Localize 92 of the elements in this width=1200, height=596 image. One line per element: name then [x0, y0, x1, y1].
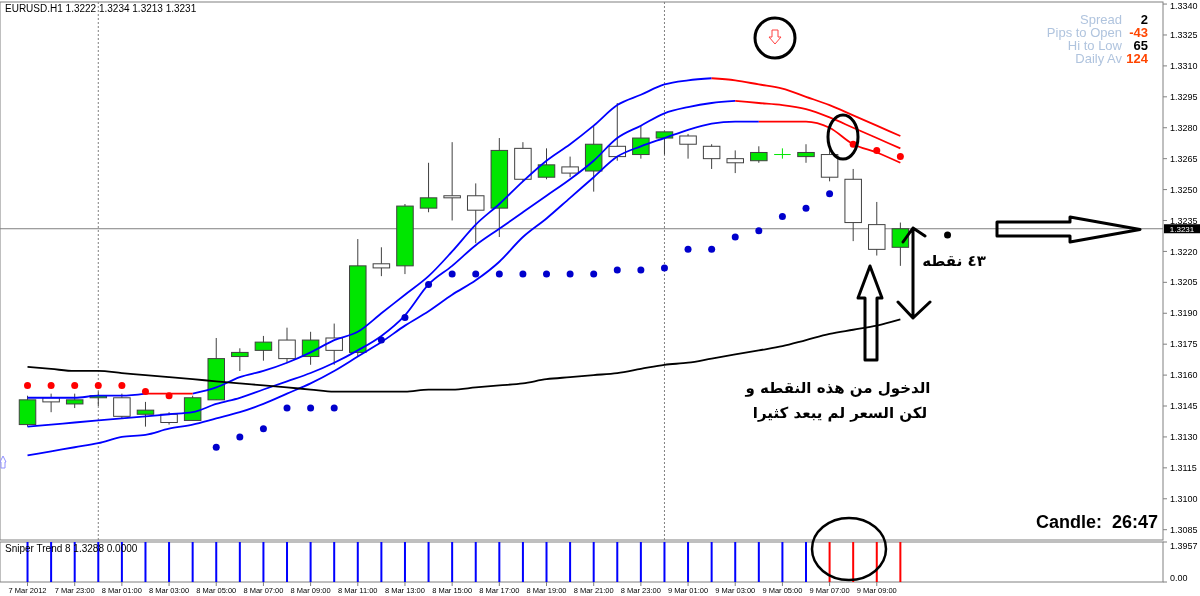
- candlestick: [726, 149, 744, 174]
- point: [684, 245, 692, 253]
- candlestick: [608, 102, 627, 162]
- y-tick-label: 1.3115: [1170, 463, 1197, 473]
- y-tick-label: 1.3325: [1170, 30, 1198, 41]
- y-tick-label: 1.3100: [1170, 493, 1198, 504]
- y-tick-label: 1.3205: [1170, 277, 1198, 288]
- y-tick-label: 1.3295: [1170, 91, 1198, 102]
- point: [141, 388, 149, 396]
- candlestick: [113, 393, 131, 419]
- candlestick: [278, 327, 296, 364]
- candlestick: [419, 162, 438, 213]
- y-tick-label: 1.3085: [1170, 524, 1198, 535]
- y-tick-label: 1.3220: [1170, 246, 1198, 257]
- point: [259, 425, 267, 433]
- point: [165, 392, 173, 400]
- point: [613, 266, 621, 274]
- point: [47, 381, 55, 389]
- candlestick: [773, 147, 792, 160]
- point: [590, 270, 598, 278]
- annotation: Daily Av: [1075, 51, 1123, 66]
- point: [660, 264, 668, 272]
- point: [731, 233, 739, 241]
- annotation: Spread: [1080, 12, 1122, 27]
- candlestick: [797, 143, 815, 164]
- y-tick-label: 0.00: [1170, 573, 1188, 584]
- candlestick: [632, 125, 650, 160]
- point: [708, 245, 716, 253]
- candlestick: [372, 246, 391, 277]
- candlestick: [466, 182, 485, 244]
- candlestick: [891, 222, 910, 267]
- ref-line-label: 1.3231: [1169, 224, 1195, 234]
- point: [94, 381, 102, 389]
- point: [495, 270, 503, 278]
- point: [896, 153, 904, 161]
- point: [118, 381, 126, 389]
- y-tick-label: 1.3235: [1170, 215, 1198, 226]
- point: [448, 270, 456, 278]
- point: [377, 336, 385, 344]
- point: [944, 231, 952, 239]
- annotation: لكن السعر لم يبعد كثيرا: [752, 404, 928, 422]
- point: [566, 270, 574, 278]
- point: [755, 227, 763, 235]
- candlestick: [702, 143, 721, 170]
- point: [543, 270, 551, 278]
- y-tick-label: 1.3160: [1170, 370, 1198, 381]
- candlestick: [561, 156, 579, 178]
- annotation: Pips to Open: [1046, 25, 1122, 40]
- annotation: Hi to Low: [1067, 38, 1123, 53]
- y-tick-label: 1.3250: [1170, 184, 1198, 195]
- chart-title: EURUSD.H1 1.3222 1.3234 1.3213 1.3231: [5, 3, 197, 14]
- annotation: ٤٣ نقطه: [922, 252, 986, 270]
- candlestick: [679, 133, 697, 160]
- point: [71, 381, 79, 389]
- candlestick: [231, 347, 249, 372]
- y-tick-label: 1.3175: [1170, 339, 1198, 350]
- point: [778, 212, 786, 220]
- line-series: [734, 100, 902, 150]
- point: [826, 190, 834, 198]
- candlestick: [537, 147, 556, 180]
- y-tick-label: 1.3265: [1170, 153, 1198, 164]
- y-tick-label: 1.3130: [1170, 432, 1198, 443]
- point: [24, 381, 32, 389]
- annotation: 2: [1140, 12, 1148, 27]
- point: [873, 146, 881, 154]
- candlestick: [136, 401, 155, 428]
- point: [637, 266, 645, 274]
- point: [307, 404, 315, 412]
- y-tick-label: 1.3280: [1170, 122, 1198, 133]
- annotation: 65: [1133, 38, 1148, 53]
- point: [802, 204, 810, 212]
- point: [472, 270, 480, 278]
- y-tick-label: 1.3340: [1170, 1, 1198, 12]
- candlestick: [183, 395, 202, 421]
- point: [283, 404, 291, 412]
- point: [236, 433, 244, 441]
- candlestick: [254, 335, 273, 362]
- annotation: الدخول من هذه النقطه و: [744, 379, 931, 397]
- point: [425, 280, 433, 288]
- y-tick-label: 1.3190: [1170, 308, 1198, 319]
- line-series: [757, 120, 902, 164]
- point: [519, 270, 527, 278]
- point: [330, 404, 338, 412]
- annotation: -43: [1129, 25, 1148, 40]
- point: [212, 443, 220, 451]
- point: [401, 313, 409, 321]
- candlestick: [443, 141, 461, 221]
- annotation: Candle: 26:47: [1035, 512, 1158, 532]
- y-tick-label: 1.3310: [1170, 61, 1198, 72]
- y-tick-label: 1.3145: [1170, 401, 1198, 412]
- annotation: 124: [1126, 51, 1149, 66]
- y-tick-label: 1.3957: [1170, 541, 1198, 552]
